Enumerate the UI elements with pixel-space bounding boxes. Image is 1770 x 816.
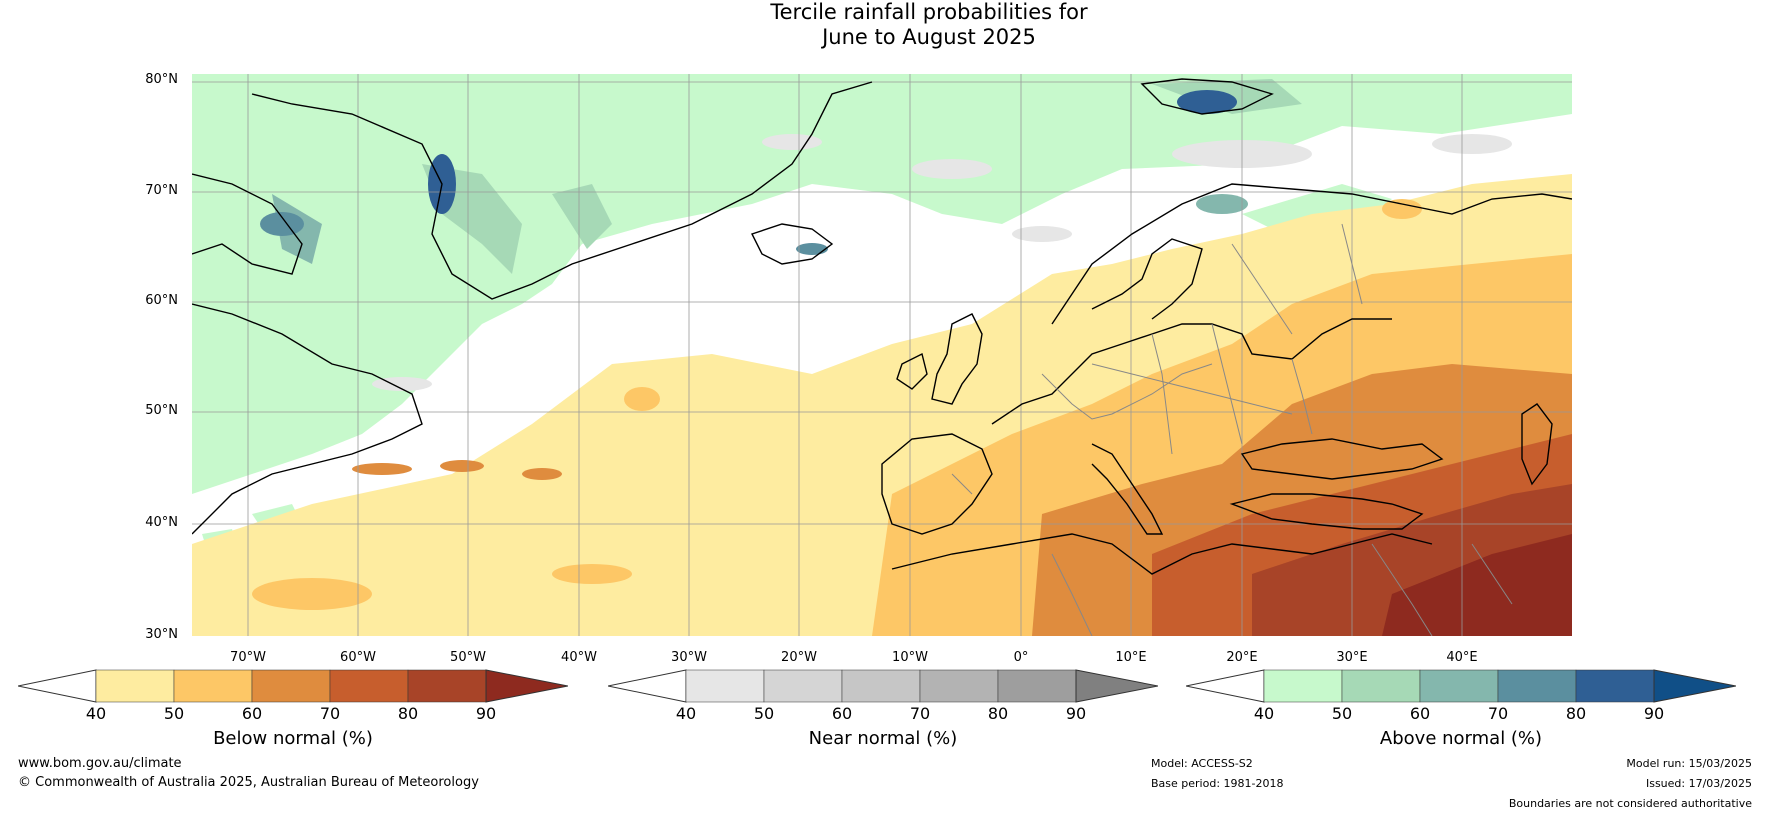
colorbar-2-segment-2	[1341, 669, 1421, 703]
lon-label-40w: 40°W	[561, 650, 597, 665]
colorbar-1-segment-3	[841, 669, 921, 703]
colorbar-1-segment-6	[1075, 669, 1159, 703]
cbar1-tick-80: 80	[397, 704, 419, 723]
colorbar-2-segment-0	[1185, 669, 1265, 703]
cbar3-tick-60: 60	[1409, 704, 1431, 723]
colorbar-0-segment-3	[251, 669, 331, 703]
lon-label-20w: 20°W	[781, 650, 817, 665]
lon-label-50w: 50°W	[450, 650, 486, 665]
cbar2-tick-90: 90	[1065, 704, 1087, 723]
colorbar-1-segment-2	[763, 669, 843, 703]
cbar2-tick-70: 70	[909, 704, 931, 723]
model-run-text: Model run: 15/03/2025	[1626, 757, 1752, 770]
cbar3-tick-90: 90	[1643, 704, 1665, 723]
lon-label-70w: 70°W	[230, 650, 266, 665]
map-title: Tercile rainfall probabilities for June …	[0, 0, 1770, 50]
below-normal-regions	[192, 174, 1572, 636]
colorbar-0-segment-5	[407, 669, 487, 703]
probability-map[interactable]: 80°N 70°N 60°N 50°N 40°N 30°N	[145, 72, 1572, 642]
country-borders	[951, 223, 1513, 636]
lon-label-30w: 30°W	[671, 650, 707, 665]
copyright-text: © Commonwealth of Australia 2025, Austra…	[18, 775, 479, 790]
lat-label-60n: 60°N	[145, 293, 178, 308]
cbar1-tick-50: 50	[163, 704, 185, 723]
title-line-1: Tercile rainfall probabilities for	[770, 0, 1088, 24]
lon-label-10w: 10°W	[892, 650, 928, 665]
lat-label-50n: 50°N	[145, 403, 178, 418]
website-link[interactable]: www.bom.gov.au/climate	[18, 756, 182, 771]
cbar1-tick-60: 60	[241, 704, 263, 723]
colorbar-2-segment-5	[1575, 669, 1655, 703]
lon-label-60w: 60°W	[340, 650, 376, 665]
colorbar-1-segment-1	[685, 669, 765, 703]
cbar2-tick-40: 40	[675, 704, 697, 723]
cbar1-tick-90: 90	[475, 704, 497, 723]
colorbar-near-normal: 40 50 60 70 80 90 Near normal (%)	[607, 666, 1159, 776]
colorbar-2-segment-4	[1497, 669, 1577, 703]
cbar1-tick-70: 70	[319, 704, 341, 723]
cbar2-tick-80: 80	[987, 704, 1009, 723]
colorbar-below-normal-ramp	[17, 669, 569, 703]
colorbar-near-normal-ramp	[607, 669, 1159, 703]
colorbar-1-segment-5	[997, 669, 1077, 703]
lon-label-20e: 20°E	[1226, 650, 1258, 665]
lat-label-30n: 30°N	[145, 627, 178, 642]
colorbar-below-normal: 40 50 60 70 80 90 Below normal (%)	[17, 666, 569, 776]
model-text: Model: ACCESS-S2	[1151, 757, 1253, 770]
lon-label-30e: 30°E	[1336, 650, 1368, 665]
lat-label-80n: 80°N	[145, 72, 178, 87]
cbar3-title: Above normal (%)	[1379, 728, 1543, 749]
coastlines	[192, 78, 1572, 575]
colorbar-1-segment-0	[607, 669, 687, 703]
colorbar-0-segment-4	[329, 669, 409, 703]
colorbar-above-normal-ramp	[1185, 669, 1737, 703]
colorbar-2-segment-3	[1419, 669, 1499, 703]
colorbar-above-normal: 40 50 60 70 80 90 Above normal (%)	[1185, 666, 1737, 776]
cbar3-tick-40: 40	[1253, 704, 1275, 723]
cbar3-tick-50: 50	[1331, 704, 1353, 723]
cbar2-tick-50: 50	[753, 704, 775, 723]
title-line-2: June to August 2025	[822, 25, 1036, 49]
graticule	[192, 74, 1572, 636]
cbar3-tick-70: 70	[1487, 704, 1509, 723]
lat-label-70n: 70°N	[145, 183, 178, 198]
cbar1-title: Below normal (%)	[213, 728, 373, 749]
map-canvas	[192, 74, 1572, 636]
colorbar-0-segment-0	[17, 669, 97, 703]
lat-label-40n: 40°N	[145, 515, 178, 530]
colorbar-2-segment-6	[1653, 669, 1737, 703]
colorbar-1-segment-4	[919, 669, 999, 703]
cbar1-tick-40: 40	[85, 704, 107, 723]
lon-label-0: 0°	[1013, 650, 1029, 665]
cbar3-tick-80: 80	[1565, 704, 1587, 723]
disclaimer-text: Boundaries are not considered authoritat…	[1508, 797, 1752, 810]
base-period-text: Base period: 1981-2018	[1151, 777, 1284, 790]
cbar2-tick-60: 60	[831, 704, 853, 723]
issued-text: Issued: 17/03/2025	[1645, 777, 1752, 790]
lon-label-10e: 10°E	[1115, 650, 1147, 665]
lon-label-40e: 40°E	[1446, 650, 1478, 665]
colorbar-0-segment-1	[95, 669, 175, 703]
cbar2-title: Near normal (%)	[808, 728, 958, 749]
colorbar-2-segment-1	[1263, 669, 1343, 703]
colorbar-0-segment-2	[173, 669, 253, 703]
colorbar-0-segment-6	[485, 669, 569, 703]
